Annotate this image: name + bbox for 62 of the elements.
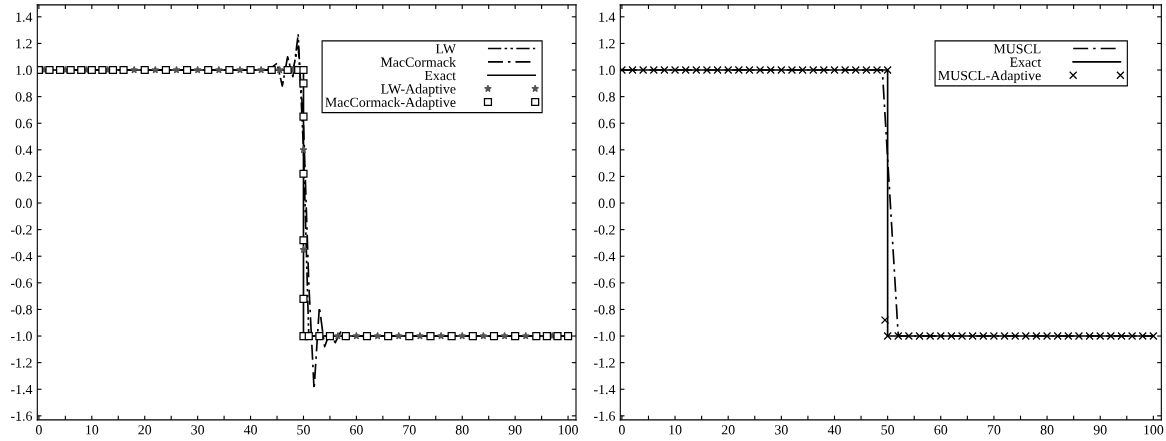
y-tick-label: 1.0 [16,65,32,76]
y-tick-label: -1.6 [593,411,616,421]
y-tick-label: -1.0 [593,331,615,342]
x-tick-label: 40 [827,425,841,435]
x-tick-label: 40 [243,425,257,435]
x-tick-label: 100 [558,425,578,435]
y-tick-label: -1.6 [10,411,33,421]
x-tick-label: 50 [881,425,895,435]
y-tick-label: -0.6 [10,278,33,288]
legend-label: LW-Adaptive [381,83,456,97]
y-tick-label: 0.2 [15,172,32,182]
y-tick-label: -0.2 [10,225,32,235]
x-tick-label: 80 [455,425,469,435]
y-tick-label: 1.2 [16,39,32,49]
x-tick-label: 30 [191,425,205,435]
y-tick-label: -0.6 [593,278,616,288]
y-tick-label: -0.8 [10,305,32,315]
y-tick-label: 0.0 [15,198,32,209]
y-tick-label: 0.4 [15,145,33,155]
legend-label: MUSCL [993,44,1041,54]
x-tick-label: 10 [669,425,682,435]
y-tick-label: -1.0 [10,331,32,342]
legend-label: MacCormack [380,57,457,67]
x-tick-label: 90 [1093,425,1107,435]
x-tick-label: 100 [1144,425,1164,435]
y-tick-label: -1.4 [10,384,33,395]
x-tick-label: 50 [297,425,310,435]
y-tick-label: -0.8 [593,305,615,315]
x-tick-label: 20 [721,425,735,435]
y-tick-label: -1.2 [593,358,615,368]
x-tick-label: 20 [138,425,152,435]
y-tick-label: -0.2 [593,225,615,235]
x-tick-label: 0 [618,425,625,435]
y-tick-label: 1.4 [16,12,33,22]
y-tick-label: 1.2 [599,39,615,49]
y-tick-label: 1.0 [599,65,615,76]
legend-label: MacCormack-Adaptive [325,97,456,110]
x-tick-label: 30 [775,425,788,435]
legend-label: LW [435,44,456,54]
x-tick-label: 70 [987,425,1001,435]
y-tick-label: 0.2 [598,172,615,182]
y-tick-label: 0.0 [598,198,615,209]
x-tick-label: 0 [35,425,42,435]
x-tick-label: 80 [1040,425,1054,435]
x-tick-label: 60 [934,425,948,435]
y-tick-label: 0.6 [15,118,33,129]
y-tick-label: 0.6 [598,118,616,129]
x-tick-label: 90 [508,425,522,435]
y-tick-label: 0.8 [15,92,32,102]
y-tick-label: -0.4 [593,251,616,262]
x-tick-label: 60 [350,425,363,435]
y-tick-label: -1.4 [593,384,616,395]
y-tick-label: -0.4 [10,251,33,262]
legend-label: MUSCL-Adaptive [938,70,1041,84]
x-tick-label: 70 [403,425,416,435]
legend-label: Exact [1010,57,1042,67]
y-tick-label: -1.2 [10,358,32,368]
y-tick-label: 0.8 [598,92,615,102]
y-tick-label: 1.4 [599,12,616,22]
legend-label: Exact [424,71,456,81]
y-tick-label: 0.4 [598,145,616,155]
x-tick-label: 10 [86,425,99,435]
